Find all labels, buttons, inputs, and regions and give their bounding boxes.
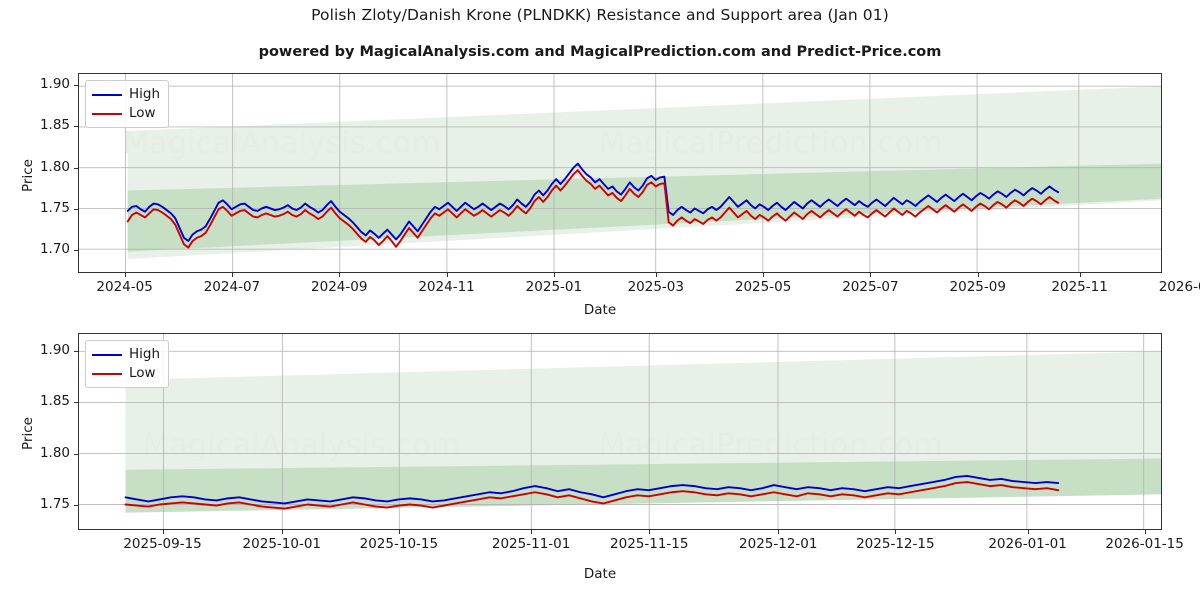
y-axis-tick-mark — [74, 402, 78, 404]
x-axis-tick-label: 2026-01 — [1158, 279, 1200, 295]
x-axis-tick-mark — [977, 273, 979, 277]
x-axis-tick-mark — [339, 273, 341, 277]
x-axis-tick-mark — [446, 273, 448, 277]
x-axis-tick-label: 2024-11 — [418, 279, 475, 295]
x-axis-tick-label: 2026-01-15 — [1105, 536, 1184, 552]
y-axis-tick-mark — [74, 208, 78, 210]
y-axis-tick-mark — [74, 167, 78, 169]
x-axis-tick-label: 2025-05 — [734, 279, 792, 295]
y-axis-tick-label: 1.80 — [39, 444, 70, 461]
x-axis-tick-label: 2024-07 — [203, 279, 261, 295]
legend-bottom: High Low — [85, 340, 170, 388]
legend-swatch-low — [92, 112, 122, 115]
x-axis-tick-mark — [649, 530, 651, 534]
x-axis-title-bottom: Date — [583, 566, 617, 582]
y-axis-tick-mark — [74, 453, 78, 455]
x-axis-tick-label: 2025-01 — [525, 279, 583, 295]
x-axis-tick-mark — [281, 530, 283, 534]
x-axis-tick-label: 2025-07 — [842, 279, 899, 295]
x-axis-tick-label: 2026-01-01 — [988, 536, 1067, 552]
x-axis-tick-label: 2025-11-15 — [610, 536, 689, 552]
x-axis-tick-mark — [1027, 530, 1029, 534]
plot-area-top — [79, 74, 1161, 272]
x-axis-tick-mark — [531, 530, 533, 534]
y-axis-tick-label: 1.80 — [39, 158, 70, 175]
x-axis-tick-label: 2025-09-15 — [123, 536, 202, 552]
chart-panel-bottom: MagicalAnalysis.com MagicalPrediction.co… — [78, 333, 1162, 530]
legend-swatch-high — [92, 93, 122, 96]
y-axis-tick-label: 1.70 — [39, 240, 70, 257]
x-axis-tick-label: 2024-05 — [96, 279, 153, 295]
x-axis-tick-label: 2025-12-01 — [739, 536, 818, 552]
x-axis-tick-mark — [655, 273, 657, 277]
x-axis-tick-mark — [778, 530, 780, 534]
x-axis-tick-mark — [162, 530, 164, 534]
legend-top: High Low — [85, 80, 170, 128]
y-axis-tick-mark — [74, 249, 78, 251]
x-axis-tick-label: 2024-09 — [311, 279, 368, 295]
x-axis-tick-label: 2025-12-15 — [856, 536, 935, 552]
legend-row-high: High — [92, 85, 160, 104]
legend-row-low: Low — [92, 364, 160, 383]
x-axis-tick-label: 2025-10-01 — [242, 536, 322, 552]
x-axis-tick-mark — [231, 273, 233, 277]
x-axis-tick-mark — [1079, 273, 1081, 277]
y-axis-tick-label: 1.85 — [39, 117, 70, 134]
legend-label-low: Low — [129, 364, 156, 381]
y-axis-tick-label: 1.90 — [39, 341, 70, 358]
legend-swatch-high — [92, 353, 122, 356]
y-axis-tick-label: 1.85 — [39, 393, 70, 410]
chart-panel-top: MagicalAnalysis.com MagicalPrediction.co… — [78, 73, 1162, 273]
y-axis-tick-mark — [74, 350, 78, 352]
legend-label-high: High — [129, 85, 161, 102]
y-axis-tick-label: 1.90 — [39, 76, 70, 93]
x-axis-tick-label: 2025-10-15 — [359, 536, 439, 552]
legend-row-low: Low — [92, 104, 160, 123]
x-axis-tick-mark — [398, 530, 400, 534]
x-axis-tick-mark — [553, 273, 555, 277]
x-axis-tick-label: 2025-11-01 — [491, 536, 571, 552]
page-subtitle: powered by MagicalAnalysis.com and Magic… — [258, 44, 942, 60]
x-axis-tick-label: 2025-11 — [1051, 279, 1108, 295]
page-title: Polish Zloty/Danish Krone (PLNDKK) Resis… — [311, 6, 889, 24]
x-axis-tick-label: 2025-09 — [949, 279, 1006, 295]
plot-area-bottom — [79, 334, 1161, 529]
x-axis-tick-mark — [895, 530, 897, 534]
y-axis-tick-label: 1.75 — [39, 199, 70, 216]
legend-swatch-low — [92, 372, 122, 375]
x-axis-title-top: Date — [583, 302, 617, 318]
y-axis-tick-mark — [74, 85, 78, 87]
x-axis-tick-mark — [124, 273, 126, 277]
legend-label-high: High — [129, 345, 161, 362]
legend-label-low: Low — [129, 104, 156, 121]
x-axis-tick-mark — [870, 273, 872, 277]
x-axis-tick-mark — [1144, 530, 1146, 534]
y-axis-tick-mark — [74, 505, 78, 507]
x-axis-tick-label: 2025-03 — [627, 279, 684, 295]
y-axis-tick-label: 1.75 — [39, 496, 70, 513]
y-axis-tick-mark — [74, 126, 78, 128]
legend-row-high: High — [92, 345, 160, 364]
x-axis-tick-mark — [763, 273, 765, 277]
